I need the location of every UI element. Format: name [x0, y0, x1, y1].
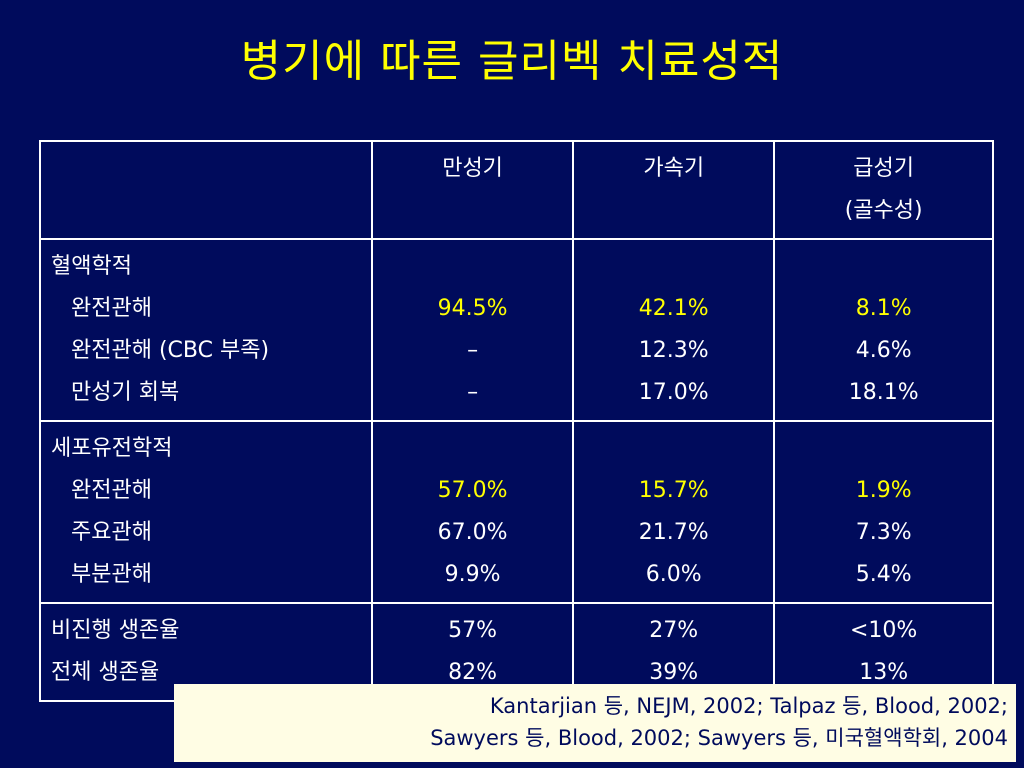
- row-label: 완전관해: [71, 478, 152, 503]
- cell-value: 27%: [649, 618, 699, 643]
- cell-value: 12.3%: [638, 338, 709, 363]
- cell-value: 6.0%: [645, 562, 702, 587]
- cell-value: 82%: [448, 660, 498, 685]
- highlight-value: 8.1%: [855, 296, 912, 321]
- slide-title: 병기에 따른 글리벡 치료성적: [240, 36, 784, 87]
- cell-value: <10%: [849, 618, 918, 643]
- header-empty-cell: [39, 140, 373, 240]
- citation-line-2: Sawyers 등, Blood, 2002; Sawyers 등, 미국혈액학…: [430, 726, 1008, 750]
- header-accelerated-phase: 가속기: [572, 140, 776, 240]
- header-chronic-phase: 만성기: [370, 140, 575, 240]
- highlight-value: 94.5%: [437, 296, 508, 321]
- cell-value: 4.6%: [855, 338, 912, 363]
- cell-value: 18.1%: [848, 380, 919, 405]
- cell-value: 17.0%: [638, 380, 709, 405]
- spacer: [383, 428, 562, 470]
- spacer: [383, 246, 562, 288]
- row-label: 완전관해: [71, 296, 152, 321]
- cell-value: 57%: [448, 618, 498, 643]
- cytogenetic-blast-values: 1.9% 7.3% 5.4%: [773, 420, 994, 604]
- header-blast-sublabel: (골수성): [844, 198, 923, 223]
- citation-box: Kantarjian 등, NEJM, 2002; Talpaz 등, Bloo…: [174, 684, 1016, 762]
- cytogenetic-chronic-values: 57.0% 67.0% 9.9%: [370, 420, 575, 604]
- cytogenetic-accelerated-values: 15.7% 21.7% 6.0%: [572, 420, 776, 604]
- cell-value: 7.3%: [855, 520, 912, 545]
- header-blast-phase: 급성기 (골수성): [773, 140, 994, 240]
- row-label: 부분관해: [71, 562, 152, 587]
- hematologic-chronic-values: 94.5% – –: [370, 238, 575, 422]
- highlight-value: 15.7%: [638, 478, 709, 503]
- spacer: [584, 246, 763, 288]
- cell-value: 39%: [649, 660, 699, 685]
- cytogenetic-response-row: 세포유전학적 완전관해 주요관해 부분관해 57.0% 67.0% 9.9% 1…: [39, 420, 994, 604]
- spacer: [785, 246, 982, 288]
- cell-value: 13%: [859, 660, 909, 685]
- cell-value: 21.7%: [638, 520, 709, 545]
- row-label: 만성기 회복: [71, 380, 180, 405]
- highlight-value: 57.0%: [437, 478, 508, 503]
- cytogenetic-heading: 세포유전학적: [51, 436, 173, 461]
- row-label: 전체 생존율: [51, 660, 160, 685]
- header-blast-label: 급성기: [853, 156, 915, 181]
- hematologic-blast-values: 8.1% 4.6% 18.1%: [773, 238, 994, 422]
- hematologic-response-row: 혈액학적 완전관해 완전관해 (CBC 부족) 만성기 회복 94.5% – –…: [39, 238, 994, 422]
- hematologic-heading: 혈액학적: [51, 254, 132, 279]
- row-label: 완전관해 (CBC 부족): [71, 338, 270, 363]
- table-header-row: 만성기 가속기 급성기 (골수성): [39, 140, 994, 240]
- results-table: 만성기 가속기 급성기 (골수성) 혈액학적 완전관해 완전관해 (CBC 부족…: [39, 140, 994, 702]
- hematologic-labels: 혈액학적 완전관해 완전관해 (CBC 부족) 만성기 회복: [39, 238, 373, 422]
- cell-value: 5.4%: [855, 562, 912, 587]
- spacer: [785, 428, 982, 470]
- header-accelerated-label: 가속기: [643, 156, 705, 181]
- hematologic-accelerated-values: 42.1% 12.3% 17.0%: [572, 238, 776, 422]
- cell-value: –: [467, 380, 479, 405]
- cytogenetic-labels: 세포유전학적 완전관해 주요관해 부분관해: [39, 420, 373, 604]
- spacer: [584, 428, 763, 470]
- cell-value: 67.0%: [437, 520, 508, 545]
- citation-line-1: Kantarjian 등, NEJM, 2002; Talpaz 등, Bloo…: [489, 694, 1008, 718]
- cell-value: –: [467, 338, 479, 363]
- row-label: 비진행 생존율: [51, 618, 180, 643]
- row-label: 주요관해: [71, 520, 152, 545]
- highlight-value: 42.1%: [638, 296, 709, 321]
- highlight-value: 1.9%: [855, 478, 912, 503]
- cell-value: 9.9%: [444, 562, 501, 587]
- header-chronic-label: 만성기: [442, 156, 503, 181]
